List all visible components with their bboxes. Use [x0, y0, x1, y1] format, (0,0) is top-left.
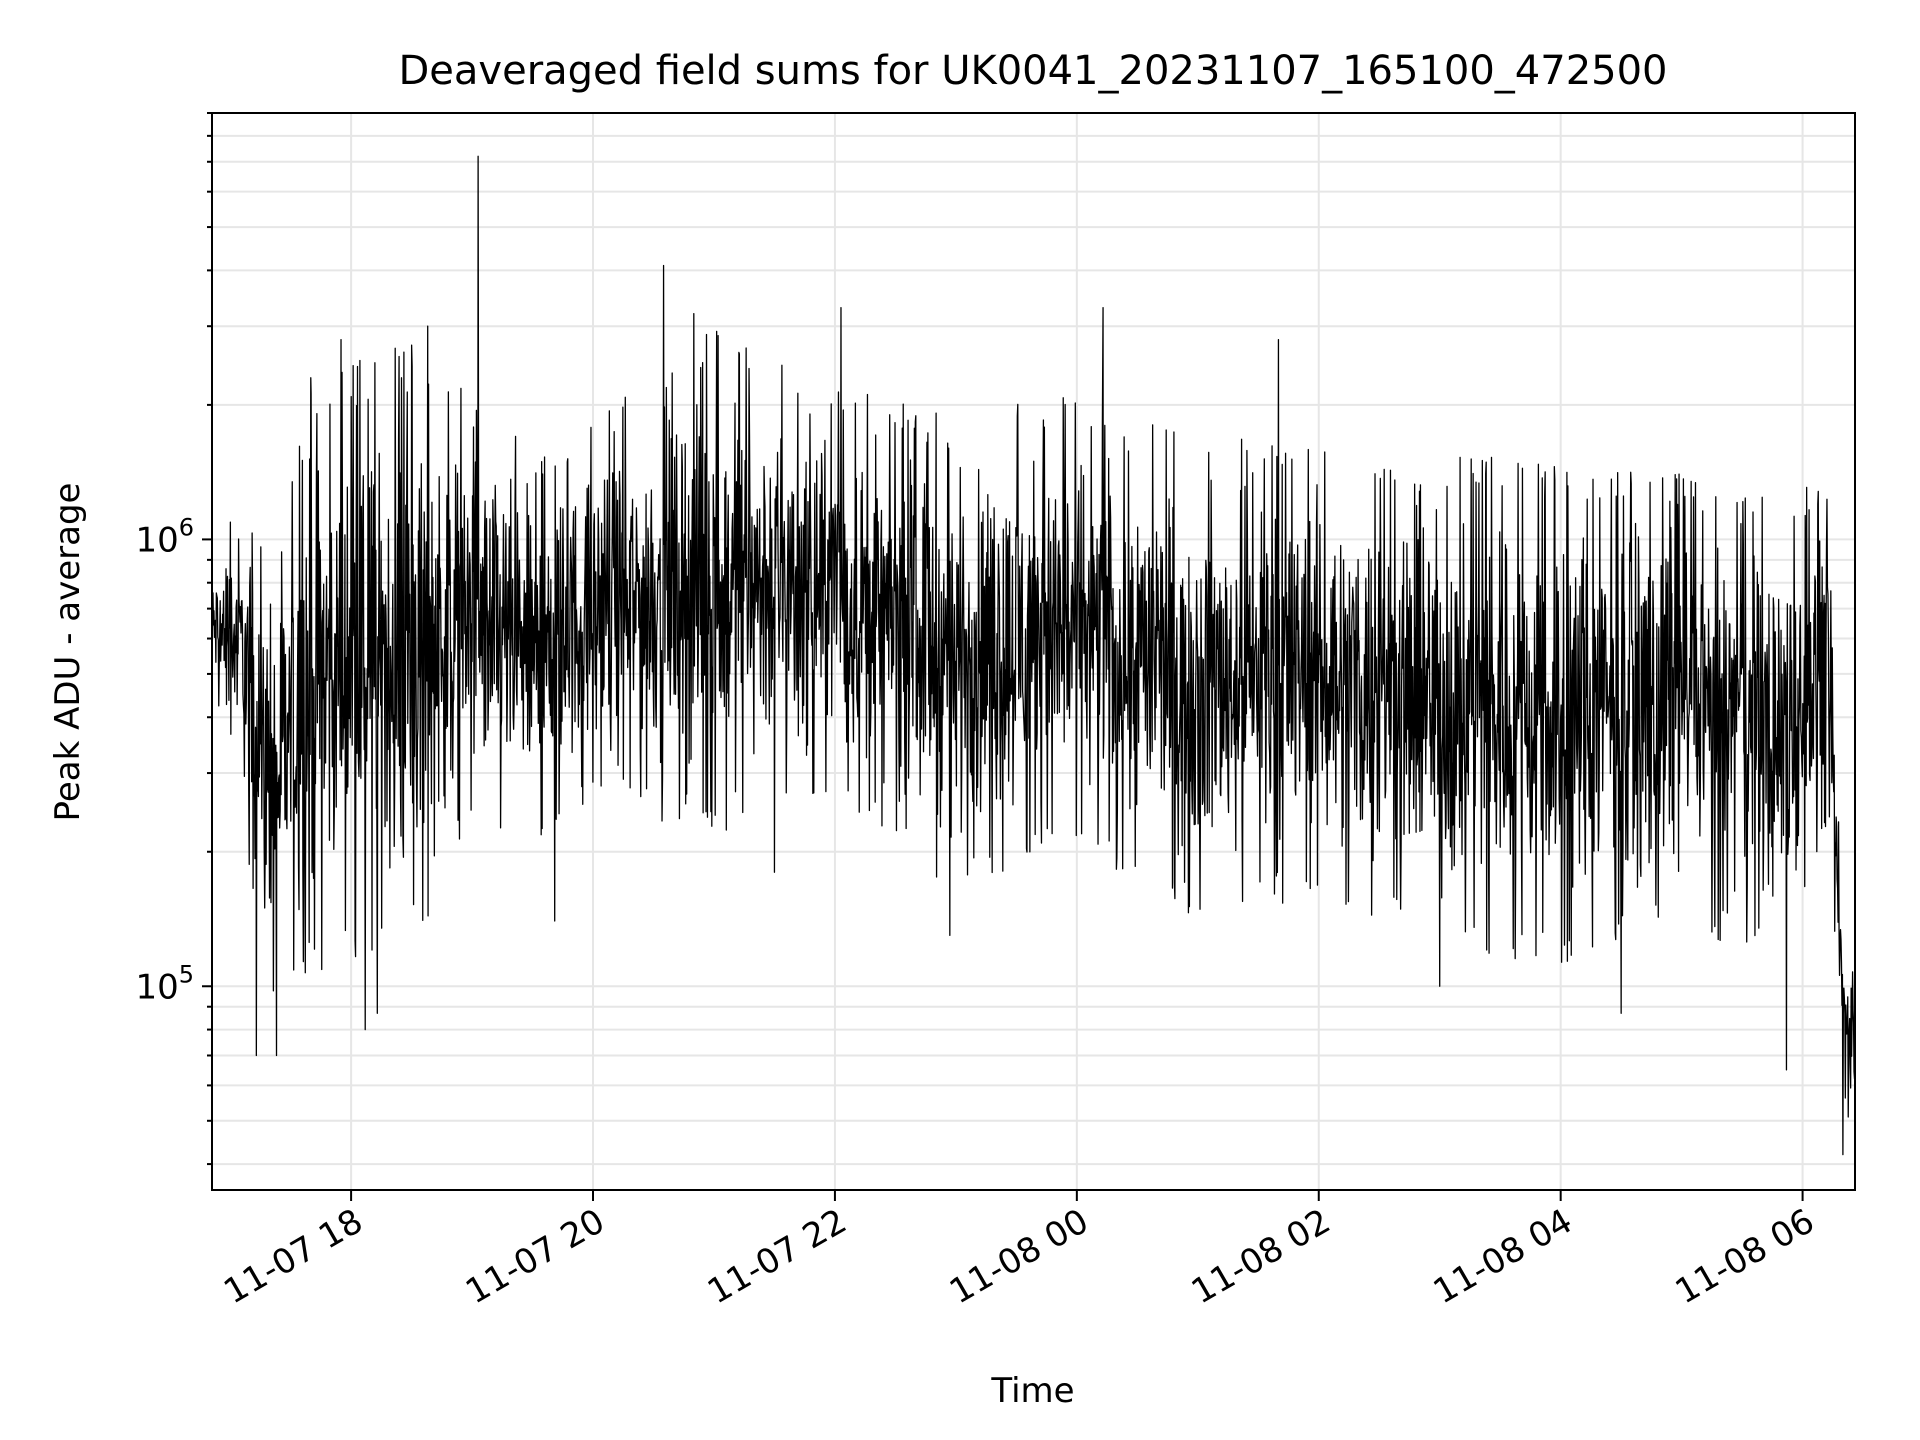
y-tick-label-exponent: 5: [179, 960, 194, 988]
x-axis-label: Time: [990, 1371, 1074, 1411]
chart-title: Deaveraged field sums for UK0041_2023110…: [398, 48, 1667, 94]
y-tick-label-base: 10: [135, 967, 178, 1007]
y-tick-label-base: 10: [135, 520, 178, 560]
y-tick-label: 106: [135, 513, 194, 560]
data-series: [212, 155, 1855, 1156]
y-tick-label: 105: [135, 960, 194, 1007]
plot-frame: [211, 112, 1856, 1191]
y-tick-label-exponent: 6: [179, 513, 194, 541]
y-axis-label: Peak ADU - average: [48, 483, 88, 822]
series-line: [212, 155, 1855, 1156]
